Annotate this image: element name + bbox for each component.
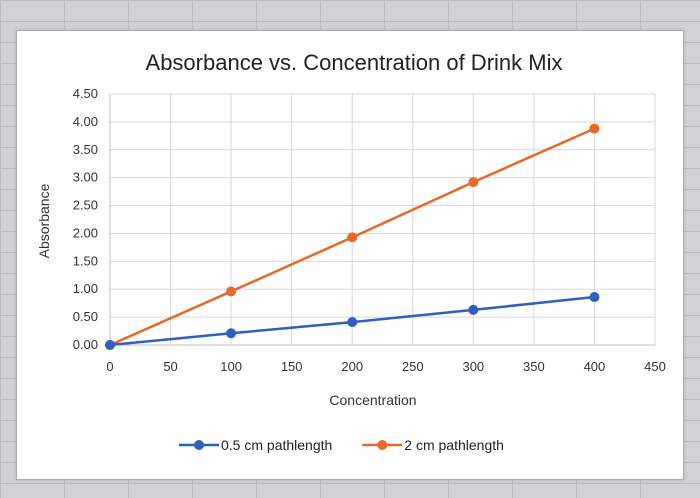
y-tick-label: 0.50 xyxy=(73,309,98,324)
x-tick-label: 50 xyxy=(163,359,177,374)
y-tick-label: 3.00 xyxy=(73,170,98,185)
axes: 0.00 0.50 1.00 1.50 2.00 2.50 3.00 3.50 4.00 4.50… xyxy=(73,86,666,374)
data-point xyxy=(589,292,600,303)
data-point xyxy=(468,177,479,188)
y-tick-label: 2.00 xyxy=(73,225,98,240)
legend-marker xyxy=(194,440,204,450)
legend-label: 2 cm pathlength xyxy=(404,437,504,453)
data-point xyxy=(468,304,479,315)
y-tick-label: 0.00 xyxy=(73,337,98,352)
x-tick-label: 400 xyxy=(584,359,606,374)
y-tick-label: 1.50 xyxy=(73,253,98,268)
data-point xyxy=(347,232,358,243)
x-tick-label: 250 xyxy=(402,359,424,374)
y-tick-label: 1.00 xyxy=(73,281,98,296)
chart-container[interactable]: Absorbance vs. Concentration of Drink Mi… xyxy=(16,30,684,480)
chart-title: Absorbance vs. Concentration of Drink Mi… xyxy=(146,50,563,75)
legend[interactable]: 0.5 cm pathlength 2 cm pathlength xyxy=(179,437,504,453)
data-point xyxy=(105,340,115,350)
x-tick-label: 450 xyxy=(644,359,666,374)
x-tick-label: 150 xyxy=(281,359,303,374)
y-axis-label: Absorbance xyxy=(36,183,52,258)
x-tick-label: 300 xyxy=(462,359,484,374)
y-tick-label: 2.50 xyxy=(73,198,98,213)
data-point xyxy=(347,317,358,328)
data-point xyxy=(226,286,237,297)
y-tick-label: 3.50 xyxy=(73,142,98,157)
x-tick-label: 100 xyxy=(220,359,242,374)
grid-lines xyxy=(109,93,656,346)
legend-label: 0.5 cm pathlength xyxy=(221,437,332,453)
data-point xyxy=(226,328,237,339)
y-tick-label: 4.00 xyxy=(73,114,98,129)
data-point xyxy=(589,123,600,134)
x-tick-label: 200 xyxy=(341,359,363,374)
x-tick-label: 350 xyxy=(523,359,545,374)
y-tick-label: 4.50 xyxy=(73,86,98,101)
x-axis-label: Concentration xyxy=(329,392,416,408)
x-tick-label: 0 xyxy=(106,359,113,374)
legend-marker xyxy=(377,440,388,450)
chart-svg: Absorbance vs. Concentration of Drink Mi… xyxy=(36,50,666,453)
series-layer xyxy=(105,123,600,350)
